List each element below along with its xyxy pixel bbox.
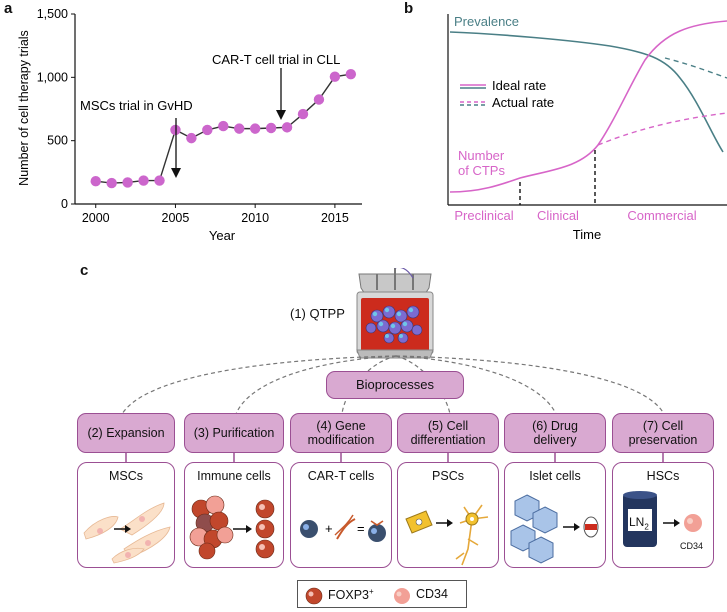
prevalence-curve <box>449 31 724 153</box>
card-hscs: HSCs LN2 CD34 <box>612 462 714 568</box>
card-islet-cells: Islet cells <box>504 462 606 568</box>
ln2-label: LN2 <box>629 515 649 532</box>
step-expansion: (2) Expansion <box>77 413 175 453</box>
data-point <box>281 122 293 133</box>
data-point <box>106 177 117 189</box>
data-point <box>297 108 309 120</box>
phase-commercial: Commercial <box>627 208 696 223</box>
ctp-label-1: Number <box>458 148 505 163</box>
b-x-axis-label: Time <box>573 227 601 242</box>
cart-annotation: CAR-T cell trial in CLL <box>212 52 340 67</box>
foxp3-icon <box>305 587 323 605</box>
y-tick-label: 500 <box>47 134 68 148</box>
data-point <box>218 120 229 132</box>
data-point <box>234 123 245 134</box>
data-point <box>186 132 197 144</box>
step-purification: (3) Purification <box>184 413 284 453</box>
islet-cells-icon <box>510 494 599 564</box>
card-immune-cells: Immune cells <box>184 462 284 568</box>
msc-arrowhead <box>171 168 181 178</box>
data-point <box>313 94 325 105</box>
svg-text:+: + <box>325 521 333 536</box>
card-islet-title: Islet cells <box>529 469 581 483</box>
data-point <box>138 175 149 186</box>
trials-line-chart: 0 500 1,000 1,500 2000 2005 2010 2015 MSCs tria… <box>17 7 362 243</box>
step-cell-differentiation: (5) Cell differentiation <box>397 413 499 453</box>
pill-card-connectors <box>125 453 664 463</box>
data-point <box>329 71 341 82</box>
step-cell-preservation: (7) Cell preservation <box>612 413 714 453</box>
y-tick-label: 1,500 <box>37 7 68 21</box>
x-tick-label: 2015 <box>321 211 349 225</box>
x-tick-label: 2010 <box>241 211 269 225</box>
msc-annotation: MSCs trial in GvHD <box>80 98 193 113</box>
ctp-actual-dashed <box>597 112 727 146</box>
panel-c-label: c <box>80 262 89 279</box>
x-tick-label: 2005 <box>162 211 190 225</box>
cart-arrowhead <box>276 110 286 120</box>
ln2-tank-icon <box>623 491 702 547</box>
prevalence-ctp-chart: Ideal rate Actual rate Prevalence Number… <box>447 14 727 242</box>
qtpp-label: (1) QTPP <box>290 306 345 321</box>
panel-b-label: b <box>404 0 414 17</box>
car-t-icon: + = <box>300 514 386 542</box>
y-tick-label: 0 <box>61 197 68 211</box>
x-axis-label: Year <box>209 228 236 243</box>
msc-cells-icon <box>83 502 171 564</box>
legend-cd34: CD34 <box>416 587 448 601</box>
data-point <box>202 124 213 136</box>
card-mscs: MSCs <box>77 462 175 568</box>
y-tick-label: 1,000 <box>37 70 68 84</box>
data-point <box>345 68 357 80</box>
cell-legend: FOXP3+ CD34 <box>297 580 467 608</box>
legend-ideal: Ideal rate <box>492 78 546 93</box>
card-car-t-cells: CAR-T cells + = <box>290 462 392 568</box>
panel-a-label: a <box>4 0 13 17</box>
data-point <box>122 177 133 188</box>
ctp-label-2: of CTPs <box>458 163 505 178</box>
card-pscs-title: PSCs <box>432 469 464 483</box>
x-tick-label: 2000 <box>82 211 110 225</box>
card-hscs-title: HSCs <box>646 469 680 483</box>
cd34-small-label: CD34 <box>680 541 704 551</box>
card-mscs-title: MSCs <box>108 469 144 483</box>
prevalence-actual-dashed <box>664 57 727 79</box>
svg-text:=: = <box>357 521 365 536</box>
data-point <box>265 122 277 134</box>
phase-preclinical: Preclinical <box>454 208 513 223</box>
cd34-icon <box>394 588 410 604</box>
phase-clinical: Clinical <box>537 208 579 223</box>
legend-foxp3: FOXP3+ <box>328 587 374 603</box>
card-pscs: PSCs <box>397 462 499 568</box>
prevalence-label: Prevalence <box>454 14 519 29</box>
card-cart-title: CAR-T cells <box>307 469 375 483</box>
step-gene-modification: (4) Gene modification <box>290 413 392 453</box>
immune-cells-icon <box>189 495 275 560</box>
step-drug-delivery: (6) Drug delivery <box>504 413 606 453</box>
data-point <box>90 176 101 187</box>
psc-neuron-icon <box>405 504 489 566</box>
y-axis-label: Number of cell therapy trials <box>17 30 31 186</box>
data-point <box>249 123 261 134</box>
card-immune-title: Immune cells <box>197 469 271 483</box>
data-point <box>154 175 165 186</box>
bioprocesses-pill: Bioprocesses <box>326 371 464 399</box>
legend-actual: Actual rate <box>492 95 554 110</box>
